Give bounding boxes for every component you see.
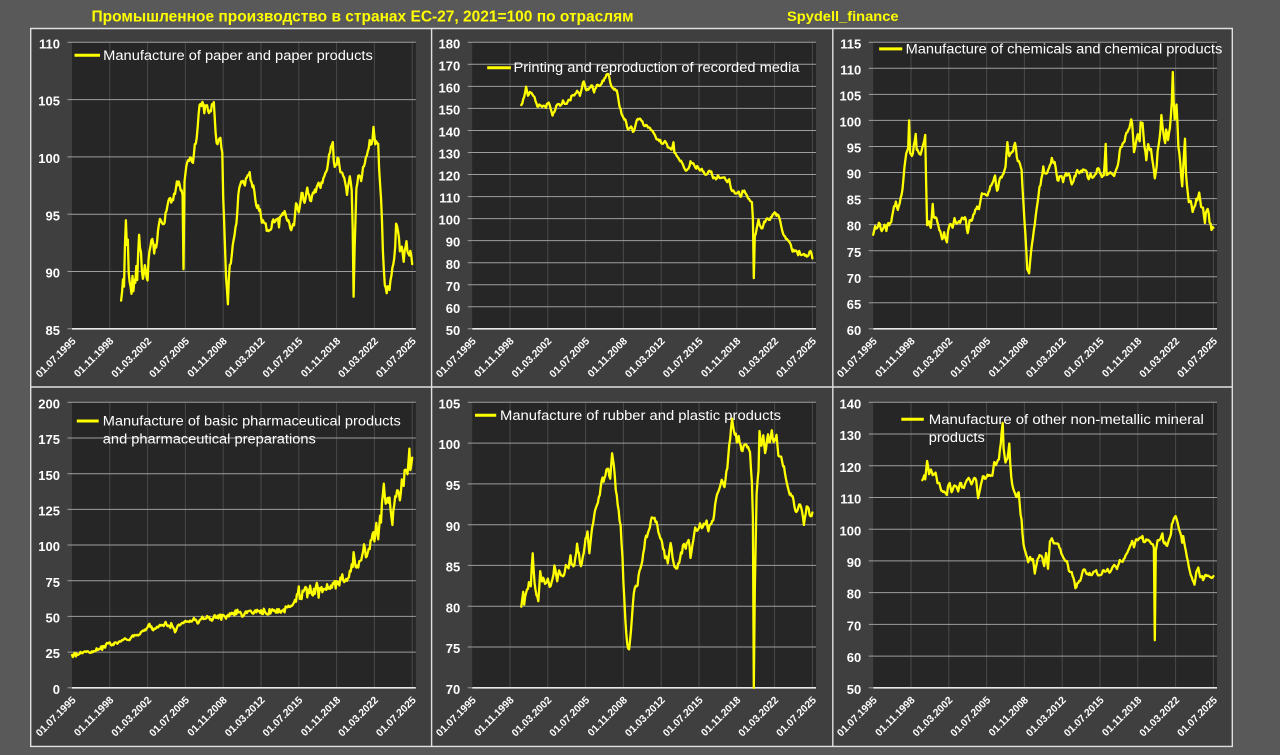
svg-text:105: 105 xyxy=(38,94,60,109)
svg-text:Spydell_finance: Spydell_finance xyxy=(787,9,899,25)
svg-text:180: 180 xyxy=(438,36,460,51)
svg-text:85: 85 xyxy=(46,323,60,338)
svg-text:120: 120 xyxy=(839,460,861,475)
svg-text:70: 70 xyxy=(847,619,861,634)
svg-text:105: 105 xyxy=(438,396,460,411)
svg-text:140: 140 xyxy=(438,125,460,140)
svg-text:95: 95 xyxy=(847,141,861,156)
svg-text:70: 70 xyxy=(847,271,861,286)
svg-text:75: 75 xyxy=(46,575,60,590)
svg-text:75: 75 xyxy=(847,245,861,260)
svg-text:100: 100 xyxy=(38,539,60,554)
svg-text:Manufacture of basic pharmaceu: Manufacture of basic pharmaceutical prod… xyxy=(103,414,401,430)
svg-text:25: 25 xyxy=(46,646,60,661)
svg-text:90: 90 xyxy=(446,235,460,250)
svg-text:105: 105 xyxy=(839,89,861,104)
svg-text:110: 110 xyxy=(840,62,861,77)
svg-text:and pharmaceutical preparation: and pharmaceutical preparations xyxy=(103,431,316,447)
svg-text:90: 90 xyxy=(847,167,861,182)
svg-text:75: 75 xyxy=(446,641,460,656)
svg-text:110: 110 xyxy=(439,191,460,206)
svg-text:110: 110 xyxy=(39,36,60,51)
svg-text:Manufacture of other non-metal: Manufacture of other non-metallic minera… xyxy=(929,412,1204,428)
svg-text:100: 100 xyxy=(38,151,60,166)
svg-text:170: 170 xyxy=(438,58,460,73)
svg-text:100: 100 xyxy=(839,523,861,538)
svg-text:100: 100 xyxy=(438,437,460,452)
svg-text:150: 150 xyxy=(38,468,60,483)
svg-text:70: 70 xyxy=(446,279,460,294)
svg-text:150: 150 xyxy=(438,103,460,118)
svg-text:Printing and reproduction of r: Printing and reproduction of recorded me… xyxy=(514,60,800,76)
svg-text:0: 0 xyxy=(53,682,60,697)
svg-text:115: 115 xyxy=(840,36,861,51)
svg-text:120: 120 xyxy=(438,169,460,184)
svg-text:80: 80 xyxy=(847,587,861,602)
svg-text:50: 50 xyxy=(847,682,861,697)
svg-text:Промышленное производство в ст: Промышленное производство в странах ЕС-2… xyxy=(92,8,634,25)
svg-text:160: 160 xyxy=(438,81,460,96)
svg-text:100: 100 xyxy=(438,213,460,228)
svg-text:95: 95 xyxy=(446,478,460,493)
svg-text:90: 90 xyxy=(446,519,460,534)
svg-text:200: 200 xyxy=(38,396,60,411)
svg-text:140: 140 xyxy=(839,396,861,411)
svg-text:Manufacture of rubber and plas: Manufacture of rubber and plastic produc… xyxy=(500,408,781,424)
svg-text:60: 60 xyxy=(446,301,460,316)
svg-text:80: 80 xyxy=(446,600,460,615)
svg-text:85: 85 xyxy=(446,560,460,575)
svg-text:125: 125 xyxy=(38,504,60,519)
svg-text:80: 80 xyxy=(446,257,460,272)
svg-text:130: 130 xyxy=(438,147,460,162)
svg-text:130: 130 xyxy=(839,428,861,443)
svg-text:90: 90 xyxy=(46,266,60,281)
svg-text:products: products xyxy=(929,430,985,446)
svg-text:95: 95 xyxy=(46,208,60,223)
svg-text:90: 90 xyxy=(847,555,861,570)
svg-text:Manufacture of chemicals and c: Manufacture of chemicals and chemical pr… xyxy=(906,41,1223,57)
svg-text:110: 110 xyxy=(840,492,861,507)
svg-text:175: 175 xyxy=(38,432,60,447)
svg-text:70: 70 xyxy=(446,682,460,697)
svg-text:65: 65 xyxy=(847,297,861,312)
svg-text:100: 100 xyxy=(839,115,861,130)
svg-text:85: 85 xyxy=(847,193,861,208)
svg-text:60: 60 xyxy=(847,650,861,665)
svg-text:60: 60 xyxy=(847,323,861,338)
svg-text:50: 50 xyxy=(46,611,60,626)
svg-text:80: 80 xyxy=(847,219,861,234)
svg-text:50: 50 xyxy=(446,323,460,338)
svg-text:Manufacture of paper and paper: Manufacture of paper and paper products xyxy=(103,48,373,64)
